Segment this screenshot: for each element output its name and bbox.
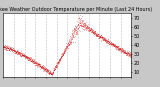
Title: Milwaukee Weather Outdoor Temperature per Minute (Last 24 Hours): Milwaukee Weather Outdoor Temperature pe… (0, 7, 152, 12)
